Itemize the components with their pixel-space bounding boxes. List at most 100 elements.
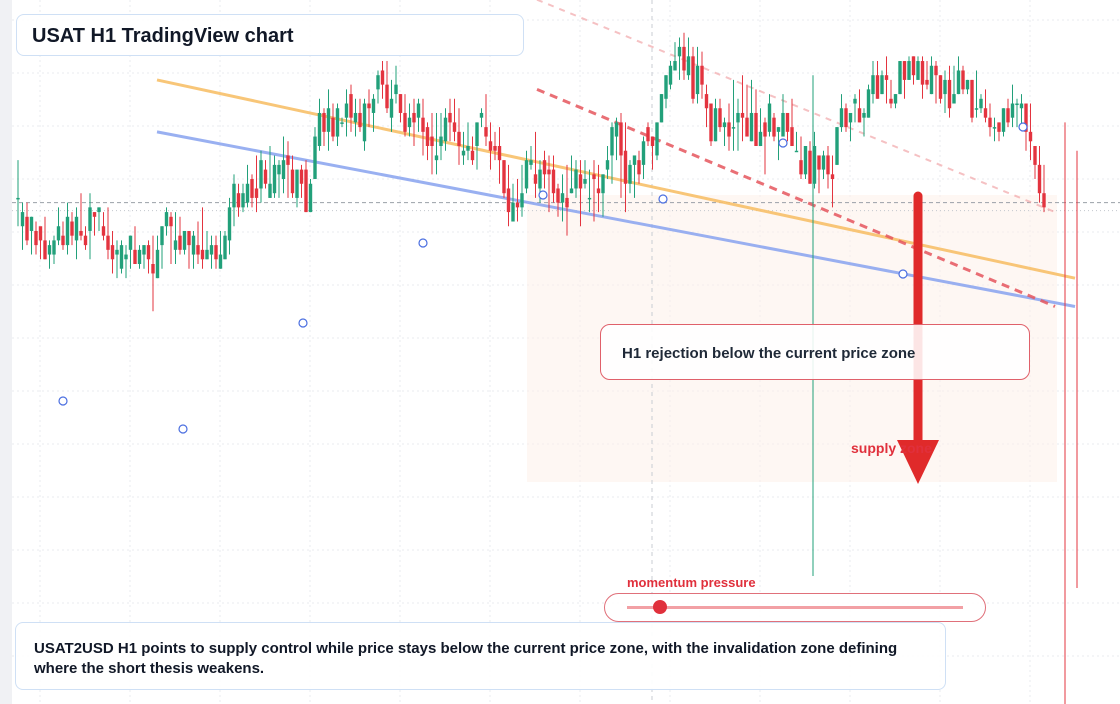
candle-body xyxy=(353,112,358,123)
candle xyxy=(758,108,763,146)
candle xyxy=(952,65,956,104)
candle-body xyxy=(398,94,403,113)
candle-body xyxy=(916,61,920,80)
candle xyxy=(682,32,686,80)
candle-body xyxy=(601,174,605,194)
candle-body xyxy=(286,155,290,165)
candle-body xyxy=(524,160,529,189)
candle xyxy=(902,61,907,99)
candle-body xyxy=(997,122,1001,132)
candle xyxy=(961,65,965,95)
candle xyxy=(997,122,1001,142)
candle-body xyxy=(488,141,493,151)
down-arrow xyxy=(897,191,939,484)
momentum-label: momentum pressure xyxy=(627,575,756,590)
candle xyxy=(1015,98,1019,128)
candle xyxy=(992,117,997,142)
candle-body xyxy=(389,98,394,118)
candle-body xyxy=(704,94,709,109)
candle xyxy=(182,230,187,255)
candle-body xyxy=(871,75,875,95)
candle xyxy=(502,160,506,198)
price-scale-rail xyxy=(0,0,12,704)
candle-body xyxy=(632,155,637,165)
candle-body xyxy=(700,65,704,85)
candle-body xyxy=(236,193,241,208)
candle xyxy=(430,112,434,175)
candle-body xyxy=(614,122,619,137)
candle xyxy=(191,230,196,269)
candle-body xyxy=(911,56,916,76)
candle xyxy=(700,51,704,99)
pivot-marker xyxy=(298,318,308,328)
candle-body xyxy=(889,98,893,104)
candle xyxy=(736,98,740,151)
candle xyxy=(979,94,983,113)
candle xyxy=(565,164,569,236)
candle xyxy=(857,89,862,123)
candle-body xyxy=(470,150,475,161)
candle xyxy=(470,136,475,165)
momentum-slider[interactable] xyxy=(604,593,986,622)
momentum-knob[interactable] xyxy=(652,600,667,614)
candle-body xyxy=(740,112,745,118)
candle-body xyxy=(691,56,695,99)
candle xyxy=(974,70,979,118)
candle xyxy=(389,79,394,132)
candle xyxy=(245,164,250,208)
candle-body xyxy=(245,183,250,203)
candle-body xyxy=(124,254,128,260)
candle-body xyxy=(259,160,263,189)
pivot-marker xyxy=(58,396,68,406)
candle-body xyxy=(97,207,101,213)
candle xyxy=(1037,146,1042,203)
candle-body xyxy=(880,75,884,95)
candle-body xyxy=(196,245,200,255)
candle xyxy=(934,61,938,104)
candle xyxy=(290,155,295,198)
candle-body xyxy=(641,141,646,165)
candle xyxy=(970,79,974,123)
candle xyxy=(772,112,776,142)
candle xyxy=(848,112,853,142)
candle-body xyxy=(578,174,583,189)
candle xyxy=(754,89,758,146)
pivot-marker xyxy=(538,190,548,200)
candle-body xyxy=(898,61,902,95)
candle xyxy=(623,122,628,213)
candle xyxy=(353,98,358,137)
candle xyxy=(25,202,29,246)
candle-body xyxy=(308,183,313,213)
candle xyxy=(101,212,106,241)
candle xyxy=(763,117,767,175)
candle-body xyxy=(767,103,772,132)
pivot-marker xyxy=(178,424,188,434)
candle xyxy=(214,235,218,269)
candle xyxy=(614,117,619,161)
candle xyxy=(34,221,38,255)
candle xyxy=(610,122,614,184)
candle xyxy=(592,160,596,222)
candle xyxy=(1001,108,1006,137)
candle-body xyxy=(560,193,565,203)
candle xyxy=(155,235,160,279)
candle xyxy=(938,75,943,104)
candle-body xyxy=(362,103,367,142)
candle-body xyxy=(227,207,232,241)
candle-body xyxy=(331,117,335,137)
candle xyxy=(664,75,668,109)
candle-body xyxy=(200,249,205,260)
chart-title-box: USAT H1 TradingView chart xyxy=(16,14,524,56)
candle xyxy=(349,84,353,132)
candle xyxy=(259,150,263,203)
candle-body xyxy=(263,169,268,184)
candle xyxy=(551,155,556,203)
candle-body xyxy=(857,108,862,123)
candle-body xyxy=(317,112,322,146)
candle xyxy=(574,160,578,198)
candle-body xyxy=(650,136,655,146)
candle xyxy=(110,230,115,274)
candle-body xyxy=(538,169,542,189)
candle-body xyxy=(547,169,551,175)
candle xyxy=(821,150,826,180)
